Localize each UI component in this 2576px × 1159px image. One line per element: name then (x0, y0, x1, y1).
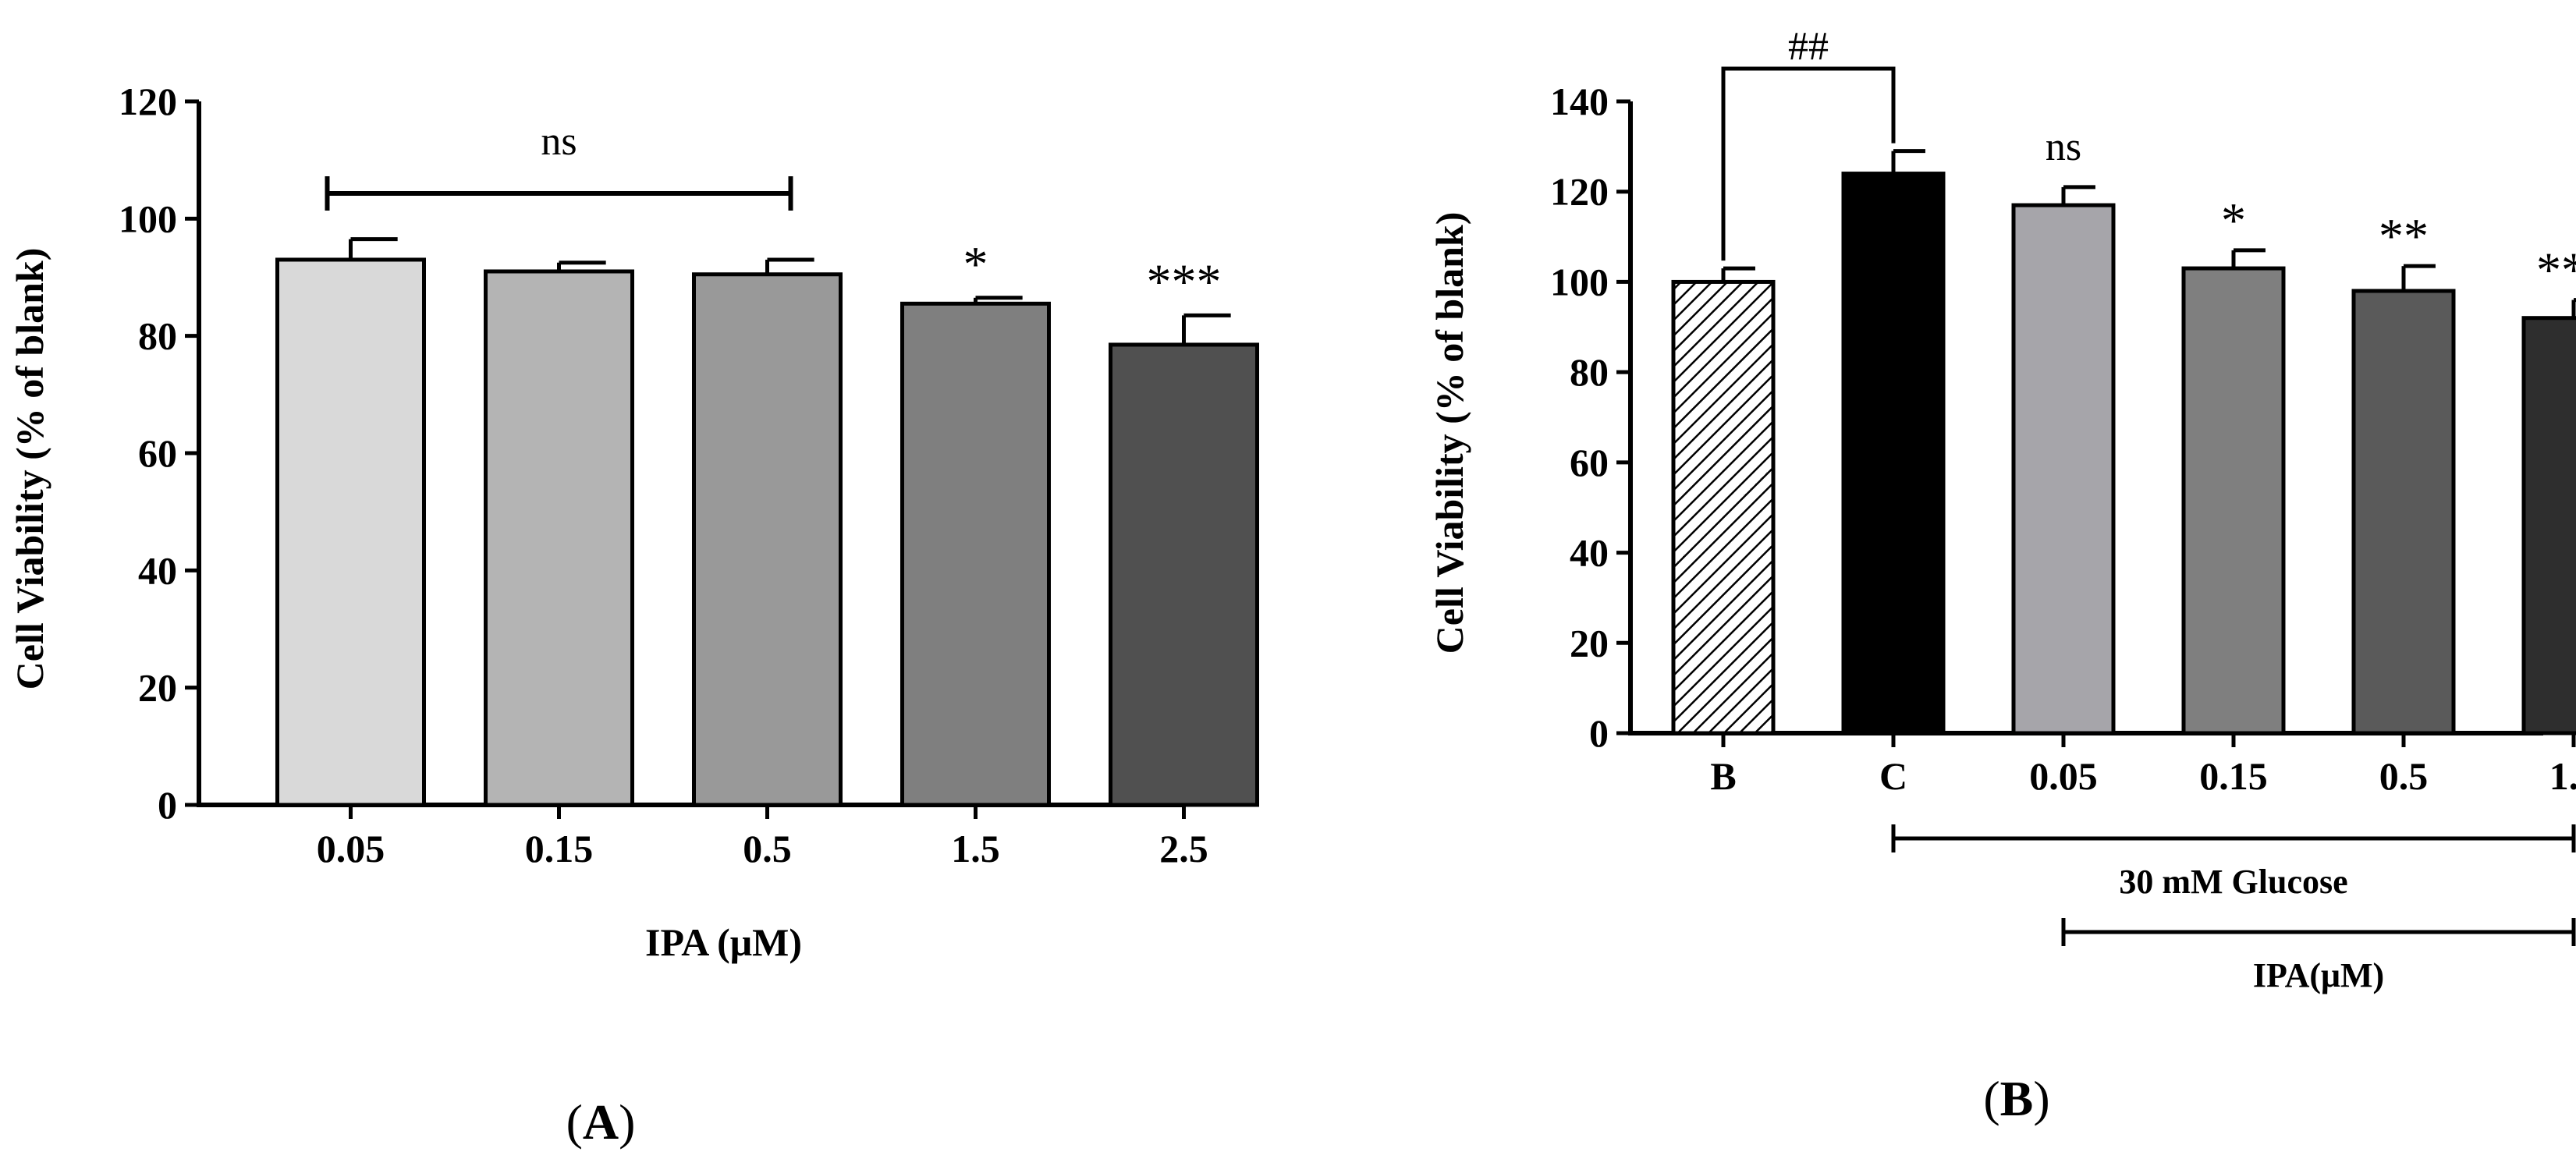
chart-a: 0 20 40 60 80 100 120 Cell Viability (% of blan… (8, 80, 1259, 964)
chart-a-x-tick-label: 0.05 (317, 827, 385, 870)
chart-a-bar-0.05 (275, 257, 426, 807)
chart-a-y-tick-label: 120 (119, 80, 177, 123)
chart-b-x-tick-label: 0.5 (2379, 754, 2429, 798)
chart-b-group-label: 30 mM Glucose (2119, 863, 2347, 901)
chart-a-y-title: Cell Viability (% of blank) (8, 248, 51, 690)
chart-b-y-tick-label: 140 (1550, 80, 1609, 123)
chart-b-group-label: IPA(μM) (2253, 956, 2384, 994)
chart-b-x-tick-label: B (1710, 754, 1736, 798)
chart-a-bracket-label: ns (541, 119, 577, 164)
chart-b-significance-label: *** (2536, 243, 2576, 298)
chart-a-y-tick-label: 20 (138, 666, 177, 710)
chart-a-x-title: IPA (μM) (645, 920, 802, 964)
chart-b-y-tick-label: 80 (1570, 350, 1609, 394)
chart-b-significance-label: ** (2379, 208, 2429, 264)
chart-b-y-tick-label: 40 (1570, 531, 1609, 575)
chart-b-x-tick-label: 0.05 (2029, 754, 2098, 798)
panel-label-a: (A) (566, 1094, 636, 1150)
chart-b-y-tick-label: 60 (1570, 441, 1609, 484)
chart-b-y-tick-label: 100 (1550, 260, 1609, 303)
chart-b-x-tick-label: C (1879, 754, 1907, 798)
chart-b-bracket (1721, 66, 1896, 261)
chart-a-bar-2.5 (1109, 342, 1259, 807)
chart-a-x-tick-label: 0.5 (743, 827, 792, 870)
chart-b-y-title: Cell Viability (% of blank) (1428, 212, 1471, 654)
chart-b-y-tick-label: 0 (1589, 711, 1609, 755)
chart-a-significance-label: *** (1147, 253, 1222, 309)
chart-b-bar-0.05 (2011, 203, 2116, 735)
chart-b-bar-0.15 (2181, 266, 2286, 735)
chart-b-bar-1.5 (2521, 316, 2576, 735)
chart-a-bar-1.5 (900, 301, 1051, 807)
chart-a-significance-label: * (963, 236, 988, 292)
chart-b-bracket-label: ## (1788, 24, 1829, 69)
chart-b-bar-0.5 (2351, 289, 2456, 735)
chart-a-x-tick-label: 2.5 (1159, 827, 1208, 870)
chart-a-y-tick-label: 0 (158, 783, 177, 827)
chart-b-y-tick-label: 120 (1550, 170, 1609, 214)
chart-a-bar-0.5 (692, 272, 843, 807)
chart-b-x-tick-label: 0.15 (2199, 754, 2268, 798)
chart-a-y-tick-label: 40 (138, 548, 177, 592)
chart-a-y-tick-label: 100 (119, 197, 177, 240)
chart-a-y-tick-label: 60 (138, 431, 177, 475)
chart-b-significance-label: ns (2046, 125, 2081, 169)
chart-b-significance-label: * (2221, 193, 2246, 248)
chart-a-x-tick-label: 1.5 (951, 827, 1000, 870)
chart-b-x-tick-label: 1.5 (2549, 754, 2576, 798)
panel-label-b: (B) (1983, 1071, 2049, 1126)
chart-b-y-tick-label: 20 (1570, 621, 1609, 665)
chart-b-bar-C (1841, 172, 1946, 735)
panel-label-b-text: B (2000, 1071, 2034, 1126)
chart-a-x-tick-label: 0.15 (525, 827, 594, 870)
chart-b-bar-B (1671, 279, 1776, 735)
chart-a-y-tick-label: 80 (138, 314, 177, 358)
chart-a-bar-0.15 (484, 269, 634, 807)
chart-b: 0 20 40 60 80 100 120 140 Cell Viability (% of b… (1428, 24, 2576, 994)
panel-label-a-text: A (583, 1094, 619, 1150)
